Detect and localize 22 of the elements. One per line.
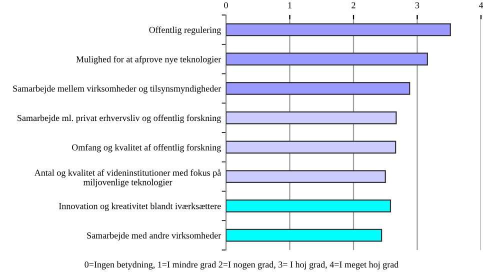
x-tick-label: 4 xyxy=(478,2,483,8)
x-tick-label: 1 xyxy=(288,2,292,8)
text: 0=Ingen betydning, 1=I mindre grad 2=I nogen grad, 3= I hoj grad, 4=I meget hoj grad xyxy=(84,261,399,270)
y-tick-label: Offentlig regulering xyxy=(149,26,221,35)
x-tick-label: 2 xyxy=(352,2,356,8)
x-tick-label: 0 xyxy=(224,2,228,8)
y-tick-label: Omfang og kvalitet af offentlig forskning xyxy=(72,144,221,152)
y-tick-label: Samarbejde mellem virksomheder og tilsynsmyndigheder xyxy=(13,85,222,94)
y-tick-label: Samarbejde ml. privat erhvervsliv og offentlig forskning xyxy=(18,114,221,123)
x-tick-label: 3 xyxy=(415,2,420,8)
bar xyxy=(226,170,386,183)
bar xyxy=(226,228,382,242)
y-tick-label: Mulighed for at afprove nye teknologier xyxy=(76,56,222,64)
bar xyxy=(226,111,397,124)
y-tick-label: Antal og kvalitet af videninstitutioner med fokus på miljovenlige teknologier xyxy=(34,169,222,188)
y-tick-label: Samarbejde med andre virksomheder xyxy=(87,232,222,240)
bar xyxy=(226,23,451,36)
bar xyxy=(226,140,396,154)
bar xyxy=(226,82,410,95)
bar xyxy=(226,52,428,66)
bar xyxy=(226,200,392,212)
y-tick-label: Innovation og kreativitet blandt iværksættere xyxy=(59,202,221,212)
